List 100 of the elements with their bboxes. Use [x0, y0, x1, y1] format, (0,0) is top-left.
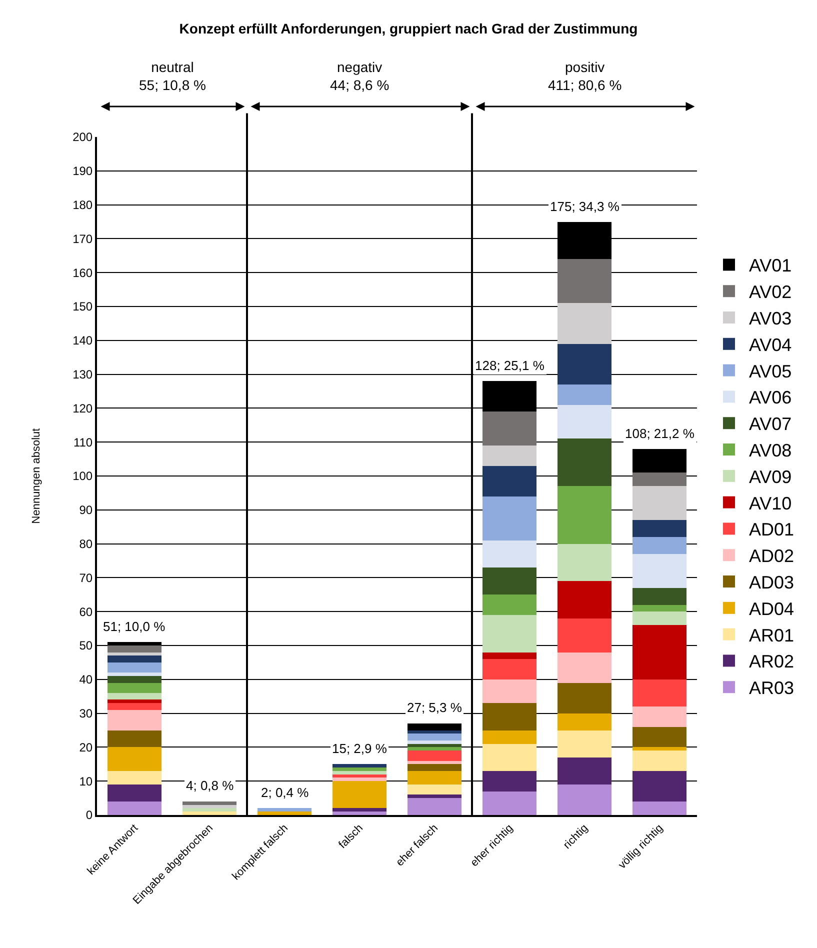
- bar: [558, 581, 612, 618]
- bar: [632, 520, 686, 538]
- bar: [408, 764, 462, 771]
- legend-label: AD04: [749, 598, 794, 619]
- bar: [558, 757, 612, 784]
- legend-label: AR03: [749, 678, 794, 698]
- bar: [332, 770, 386, 774]
- legend-label: AV01: [749, 256, 792, 276]
- bar: [632, 747, 686, 751]
- bar: [632, 448, 686, 473]
- legend-label: AV03: [749, 308, 792, 329]
- bar: [558, 618, 612, 652]
- y-tick-label: 20: [79, 740, 93, 754]
- y-tick-label: 120: [72, 401, 93, 416]
- bar: [632, 770, 686, 802]
- legend-label: AD03: [749, 572, 794, 593]
- bar: [482, 496, 536, 540]
- bar: [408, 784, 462, 795]
- bar: [632, 726, 686, 748]
- bar: [558, 486, 612, 544]
- legend-label: AV02: [749, 282, 792, 302]
- total-label: 2; 0,4 %: [261, 785, 310, 800]
- bar: [108, 801, 162, 815]
- bar: [408, 770, 462, 784]
- bar: [332, 778, 386, 782]
- y-tick-label: 40: [79, 672, 93, 687]
- bar: [182, 801, 236, 805]
- total-label: 4; 0,8 %: [186, 778, 234, 793]
- legend-label: AV06: [749, 388, 792, 408]
- bar: [332, 781, 386, 808]
- bar: [108, 676, 162, 683]
- bar: [108, 656, 162, 662]
- bar: [408, 747, 462, 751]
- text: 411; 80,6 %: [548, 77, 622, 94]
- bar: [482, 703, 536, 730]
- bar: [108, 692, 162, 700]
- bar: [632, 750, 686, 771]
- bar: [108, 700, 162, 704]
- bar: [108, 646, 162, 652]
- bar: [482, 679, 536, 704]
- bar: [482, 568, 536, 595]
- text: 44; 8,6 %: [330, 77, 390, 94]
- bar: [482, 652, 536, 660]
- y-tick-label: 200: [72, 130, 93, 144]
- legend-label: AR02: [749, 652, 794, 672]
- y-tick-label: 170: [72, 232, 93, 246]
- total-label: 27; 5,3 %: [407, 700, 462, 715]
- bar: [332, 812, 386, 815]
- y-tick-label: 190: [72, 164, 93, 178]
- bar: [408, 798, 462, 815]
- bar: [632, 472, 686, 486]
- bar: [632, 537, 686, 554]
- total-label: 175; 34,3 %: [550, 199, 620, 214]
- bar: [558, 438, 612, 486]
- bar: [108, 703, 162, 710]
- bar: [482, 614, 536, 652]
- legend-label: AD01: [749, 520, 794, 540]
- text: neutral: [151, 59, 194, 75]
- bar: [182, 808, 236, 812]
- bar: [108, 770, 162, 784]
- bar: [632, 588, 686, 605]
- bar: [408, 794, 462, 798]
- bar: [482, 730, 536, 744]
- legend-label: AV10: [749, 493, 792, 514]
- y-tick-label: 30: [79, 706, 93, 720]
- legend-label: AV07: [749, 414, 792, 434]
- y-tick-label: 140: [72, 334, 93, 348]
- total-label: 108; 21,2 %: [625, 426, 695, 441]
- bar: [558, 344, 612, 384]
- y-tick-label: 60: [79, 604, 93, 619]
- bar: [258, 812, 312, 815]
- legend-label: AV09: [749, 466, 792, 487]
- bar: [482, 791, 536, 815]
- legend-label: AR01: [749, 625, 794, 646]
- bar: [408, 750, 462, 761]
- bar: [408, 734, 462, 740]
- total-label: 15; 2,9 %: [332, 741, 388, 756]
- bar: [108, 662, 162, 673]
- text: negativ: [337, 59, 382, 75]
- bar: [482, 540, 536, 568]
- bar: [632, 801, 686, 815]
- bar: [558, 303, 612, 344]
- bar: [558, 730, 612, 758]
- bar: [482, 412, 536, 446]
- bar: [332, 768, 386, 771]
- y-tick-label: 160: [72, 266, 93, 280]
- bar: [182, 812, 236, 815]
- bar: [258, 808, 312, 812]
- y-tick-label: 90: [79, 503, 93, 518]
- bar: [332, 764, 386, 768]
- bar: [558, 652, 612, 683]
- bar: [108, 747, 162, 771]
- bar: [108, 710, 162, 730]
- text: 55; 10,8 %: [139, 77, 206, 94]
- y-tick-label: 0: [86, 808, 93, 822]
- bar: [632, 486, 686, 520]
- bar: [332, 808, 386, 812]
- y-tick-label: 70: [79, 570, 93, 585]
- bar: [558, 682, 612, 714]
- bar: [632, 679, 686, 707]
